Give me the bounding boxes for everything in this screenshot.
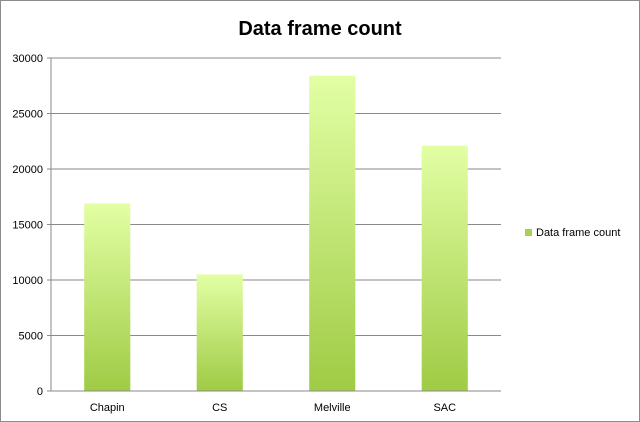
legend: Data frame count bbox=[525, 227, 620, 239]
y-tick-label: 25000 bbox=[12, 109, 43, 121]
y-tick-label: 5000 bbox=[19, 331, 43, 343]
y-tick-label: 15000 bbox=[12, 220, 43, 232]
bars bbox=[84, 75, 468, 391]
y-tick-label: 20000 bbox=[12, 164, 43, 176]
x-tick-label: SAC bbox=[433, 402, 456, 414]
y-axis-tick-labels: 0 5000 10000 15000 20000 25000 30000 bbox=[12, 53, 43, 398]
y-tick-label: 30000 bbox=[12, 53, 43, 65]
legend-swatch bbox=[525, 229, 532, 236]
axes bbox=[50, 58, 501, 392]
y-tick-label: 0 bbox=[37, 386, 43, 398]
y-tick-label: 10000 bbox=[12, 275, 43, 287]
x-axis-tick-labels: Chapin CS Melville SAC bbox=[90, 402, 456, 414]
bar-melville bbox=[309, 75, 356, 391]
bar-chapin bbox=[84, 203, 131, 391]
x-tick-label: CS bbox=[212, 402, 227, 414]
x-tick-label: Chapin bbox=[90, 402, 125, 414]
x-tick-label: Melville bbox=[314, 402, 351, 414]
legend-label: Data frame count bbox=[536, 227, 620, 239]
bar-cs bbox=[196, 274, 243, 391]
chart-title: Data frame count bbox=[238, 18, 402, 40]
bar-sac bbox=[421, 145, 468, 391]
